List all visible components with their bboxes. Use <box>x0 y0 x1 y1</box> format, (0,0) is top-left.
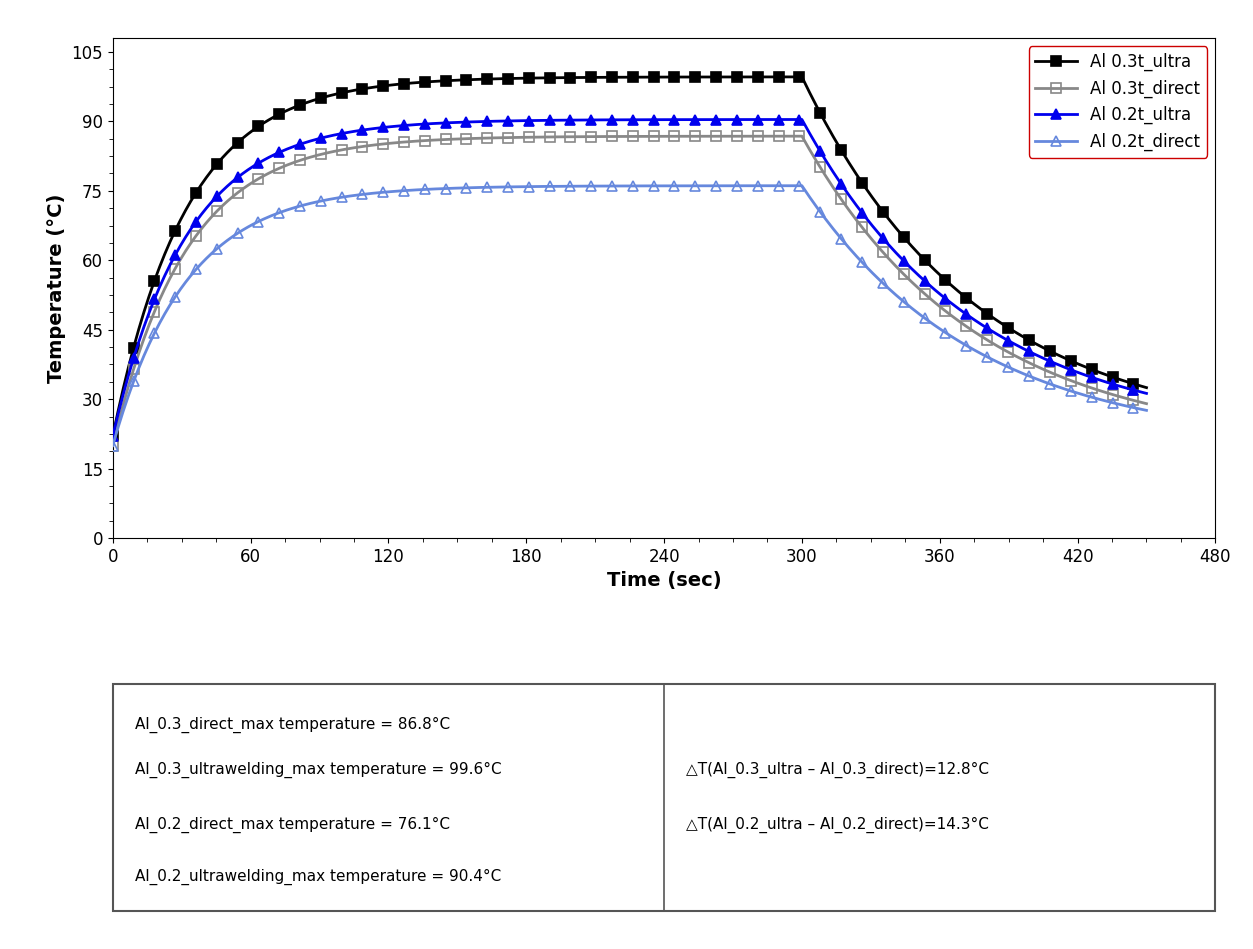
Al 0.2t_direct <box>647 180 662 192</box>
Al 0.3t_direct <box>703 131 718 142</box>
Al 0.3t_direct <box>1139 398 1154 409</box>
Al 0.2t_direct <box>794 180 809 192</box>
Al 0.3t_direct <box>794 130 809 141</box>
Al 0.2t_ultra <box>601 114 616 125</box>
Al 0.2t_ultra <box>915 272 930 284</box>
Al 0.2t_direct <box>678 180 693 192</box>
Al 0.3t_ultra <box>915 251 930 263</box>
Al 0.2t_direct <box>420 183 435 195</box>
Al 0.3t_ultra <box>647 71 662 83</box>
Al 0.3t_direct <box>420 135 435 146</box>
Line: Al 0.2t_direct: Al 0.2t_direct <box>108 181 1152 451</box>
Al 0.3t_direct <box>647 131 662 142</box>
Al 0.3t_direct <box>105 439 120 451</box>
Al 0.3t_ultra <box>1139 381 1154 393</box>
Text: △T(Al_0.3_ultra – Al_0.3_direct)=12.8°C: △T(Al_0.3_ultra – Al_0.3_direct)=12.8°C <box>687 762 989 778</box>
Al 0.3t_direct <box>915 286 930 297</box>
Line: Al 0.3t_direct: Al 0.3t_direct <box>108 131 1152 451</box>
Al 0.2t_ultra <box>678 114 693 125</box>
Al 0.2t_ultra <box>703 114 718 125</box>
Al 0.2t_direct <box>703 180 718 192</box>
Text: △T(Al_0.2_ultra – Al_0.2_direct)=14.3°C: △T(Al_0.2_ultra – Al_0.2_direct)=14.3°C <box>687 816 989 833</box>
Al 0.2t_ultra <box>647 114 662 125</box>
Al 0.2t_ultra <box>105 431 120 442</box>
Al 0.3t_direct <box>678 131 693 142</box>
Text: Al_0.3_ultrawelding_max temperature = 99.6°C: Al_0.3_ultrawelding_max temperature = 99… <box>135 762 501 778</box>
Line: Al 0.3t_ultra: Al 0.3t_ultra <box>108 72 1152 441</box>
Text: Al_0.3_direct_max temperature = 86.8°C: Al_0.3_direct_max temperature = 86.8°C <box>135 716 450 733</box>
Al 0.3t_ultra <box>794 71 809 83</box>
Al 0.3t_ultra <box>703 71 718 83</box>
Al 0.2t_direct <box>915 310 930 322</box>
Al 0.3t_ultra <box>601 71 616 83</box>
Text: Al_0.2_direct_max temperature = 76.1°C: Al_0.2_direct_max temperature = 76.1°C <box>135 816 450 833</box>
Al 0.2t_direct <box>105 439 120 451</box>
Al 0.3t_direct <box>601 131 616 142</box>
Al 0.2t_ultra <box>1139 388 1154 400</box>
Text: Al_0.2_ultrawelding_max temperature = 90.4°C: Al_0.2_ultrawelding_max temperature = 90… <box>135 869 501 885</box>
X-axis label: Time (sec): Time (sec) <box>606 571 722 590</box>
Al 0.2t_direct <box>1139 404 1154 416</box>
Legend: Al 0.3t_ultra, Al 0.3t_direct, Al 0.2t_ultra, Al 0.2t_direct: Al 0.3t_ultra, Al 0.3t_direct, Al 0.2t_u… <box>1029 47 1207 158</box>
Al 0.3t_ultra <box>105 431 120 442</box>
Y-axis label: Temperature (°C): Temperature (°C) <box>46 194 66 382</box>
Al 0.3t_ultra <box>420 76 435 87</box>
Al 0.2t_ultra <box>420 119 435 130</box>
Al 0.3t_ultra <box>678 71 693 83</box>
Al 0.2t_direct <box>601 180 616 192</box>
Line: Al 0.2t_ultra: Al 0.2t_ultra <box>108 115 1152 441</box>
Al 0.2t_ultra <box>794 114 809 125</box>
